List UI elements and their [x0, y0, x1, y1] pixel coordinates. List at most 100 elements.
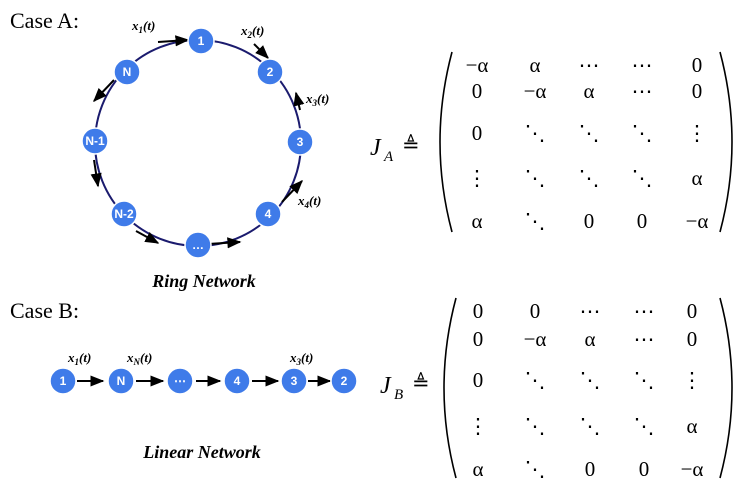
- matrix-cell-r3-c4: ⋱: [634, 368, 655, 392]
- matrix-cell-r1-c5: 0: [692, 53, 703, 77]
- svg-text:N: N: [117, 374, 126, 388]
- matrix-j-a-right-paren: [719, 51, 733, 233]
- matrix-cell-r1-c5: 0: [687, 299, 698, 323]
- ring-node-n: N: [113, 58, 141, 86]
- matrix-j-b-subscript: B: [394, 387, 403, 403]
- matrix-cell-r2-c1: 0: [473, 327, 484, 351]
- matrix-cell-r1-c3: ⋯: [580, 299, 601, 323]
- matrix-cell-r4-c5: α: [691, 166, 702, 190]
- ring-node-1: 1: [187, 27, 215, 55]
- matrix-cell-r3-c1: 0: [472, 121, 483, 145]
- svg-text:N-1: N-1: [85, 134, 105, 148]
- linear-node-3: 3: [280, 367, 308, 395]
- matrix-cell-r3-c4: ⋱: [632, 121, 653, 145]
- matrix-cell-r5-c3: 0: [585, 457, 596, 481]
- linear-node-n: N: [107, 367, 135, 395]
- linear-node-1: 1: [49, 367, 77, 395]
- matrix-cell-r1-c1: 0: [473, 299, 484, 323]
- ring-network: 1 2 3 4 … N-2 N-1 N x1(t: [81, 18, 329, 259]
- ring-node-4: 4: [254, 200, 282, 228]
- matrix-j-b-left-paren: [443, 297, 457, 479]
- svg-text:3: 3: [291, 374, 298, 388]
- svg-text:1: 1: [60, 374, 67, 388]
- matrix-cell-r4-c5: α: [686, 414, 697, 438]
- matrix-cell-r3-c3: ⋱: [579, 121, 600, 145]
- svg-text:2: 2: [267, 65, 274, 79]
- linear-node-2: 2: [330, 367, 358, 395]
- linear-network: 1 N ⋯ 4 3 2 x1(t) xN(t) x3(t): [49, 350, 358, 395]
- matrix-cell-r1-c4: ⋯: [634, 299, 655, 323]
- svg-text:1: 1: [198, 34, 205, 48]
- matrix-j-b-cells: 0 0 ⋯ ⋯ 0 0 −α α ⋯ 0 0 ⋱ ⋱ ⋱ ⋮ ⋮ ⋱ ⋱ ⋱ α α ⋱ 0 0 −α: [468, 299, 704, 481]
- var-x1-label: x1(t): [131, 18, 155, 35]
- matrix-cell-r1-c2: 0: [530, 299, 541, 323]
- arrow-x4: [281, 179, 303, 203]
- matrix-cell-r5-c4: 0: [639, 457, 650, 481]
- matrix-cell-r4-c1: ⋮: [467, 166, 488, 190]
- svg-text:N: N: [123, 65, 132, 79]
- matrix-cell-r4-c1: ⋮: [468, 414, 489, 438]
- matrix-cell-r4-c3: ⋱: [580, 414, 601, 438]
- svg-text:⋯: ⋯: [174, 374, 186, 388]
- arrow-dots: [207, 237, 242, 249]
- matrix-j-a-name: J: [370, 135, 382, 161]
- matrix-j-a-cells: −α α ⋯ ⋯ 00 −α α ⋯ 00 ⋱ ⋱ ⋱ ⋮⋮ ⋱ ⋱ ⋱ αα ⋱ 0 0 −α: [466, 53, 709, 233]
- arrow-n: [93, 79, 115, 103]
- matrix-j-b-defeq: ≜: [412, 371, 430, 395]
- linear-var-x3-label: x3(t): [289, 350, 313, 367]
- matrix-j-a: J A ≜ −α α ⋯ ⋯ 00 −α α ⋯ 00 ⋱ ⋱ ⋱ ⋮⋮ ⋱ ⋱ ⋱ αα ⋱ 0 0 −α: [370, 51, 733, 233]
- matrix-cell-r5-c1: α: [472, 457, 483, 481]
- matrix-cell-r2-c4: ⋯: [632, 79, 653, 103]
- matrix-cell-r5-c1: α: [471, 209, 482, 233]
- matrix-cell-r5-c5: −α: [681, 457, 704, 481]
- svg-text:N-2: N-2: [114, 207, 134, 221]
- ring-node-3: 3: [286, 128, 314, 156]
- arrow-x3: [293, 91, 305, 111]
- matrix-cell-r3-c2: ⋱: [525, 368, 546, 392]
- arrow-n-1: [90, 159, 102, 188]
- matrix-cell-r2-c5: 0: [692, 79, 703, 103]
- case-b-label: Case B:: [10, 298, 79, 323]
- arrow-n-2: [135, 230, 160, 244]
- matrix-cell-r3-c2: ⋱: [525, 121, 546, 145]
- svg-text:2: 2: [341, 374, 348, 388]
- matrix-cell-r4-c4: ⋱: [634, 414, 655, 438]
- var-x3-label: x3(t): [305, 91, 329, 108]
- matrix-cell-r2-c2: −α: [524, 79, 547, 103]
- var-x2-label: x2(t): [240, 23, 264, 40]
- matrix-cell-r1-c4: ⋯: [632, 53, 653, 77]
- case-a-label: Case A:: [10, 8, 79, 33]
- linear-node-4: 4: [223, 367, 251, 395]
- matrix-cell-r5-c5: −α: [686, 209, 709, 233]
- matrix-j-b: J B ≜ 0 0 ⋯ ⋯ 0 0 −α α ⋯ 0 0 ⋱ ⋱ ⋱ ⋮ ⋮ ⋱ ⋱ ⋱ α α ⋱ 0 0 −α: [380, 297, 733, 481]
- matrix-j-a-left-paren: [439, 51, 453, 233]
- matrix-j-a-defeq: ≜: [402, 133, 420, 157]
- matrix-cell-r3-c1: 0: [473, 368, 484, 392]
- matrix-cell-r5-c4: 0: [637, 209, 648, 233]
- ring-node-2: 2: [256, 58, 284, 86]
- linear-var-x1-label: x1(t): [67, 350, 91, 367]
- matrix-cell-r2-c5: 0: [687, 327, 698, 351]
- matrix-cell-r3-c3: ⋱: [580, 368, 601, 392]
- arrow-x2: [253, 43, 269, 59]
- matrix-j-b-name: J: [380, 373, 392, 399]
- matrix-cell-r1-c3: ⋯: [579, 53, 600, 77]
- matrix-cell-r2-c1: 0: [472, 79, 483, 103]
- ring-network-caption: Ring Network: [151, 271, 256, 291]
- matrix-cell-r3-c5: ⋮: [687, 121, 708, 145]
- matrix-j-b-right-paren: [719, 297, 733, 479]
- matrix-cell-r4-c3: ⋱: [579, 166, 600, 190]
- matrix-cell-r1-c1: −α: [466, 53, 489, 77]
- matrix-cell-r5-c3: 0: [584, 209, 595, 233]
- linear-network-caption: Linear Network: [142, 442, 261, 462]
- matrix-cell-r3-c5: ⋮: [682, 368, 703, 392]
- linear-node-dots: ⋯: [166, 367, 194, 395]
- matrix-cell-r2-c4: ⋯: [634, 327, 655, 351]
- matrix-cell-r2-c3: α: [583, 79, 594, 103]
- matrix-cell-r5-c2: ⋱: [525, 457, 546, 481]
- ring-node-dots: …: [184, 231, 212, 259]
- matrix-cell-r2-c3: α: [584, 327, 595, 351]
- matrix-cell-r4-c4: ⋱: [632, 166, 653, 190]
- matrix-j-a-subscript: A: [383, 149, 394, 165]
